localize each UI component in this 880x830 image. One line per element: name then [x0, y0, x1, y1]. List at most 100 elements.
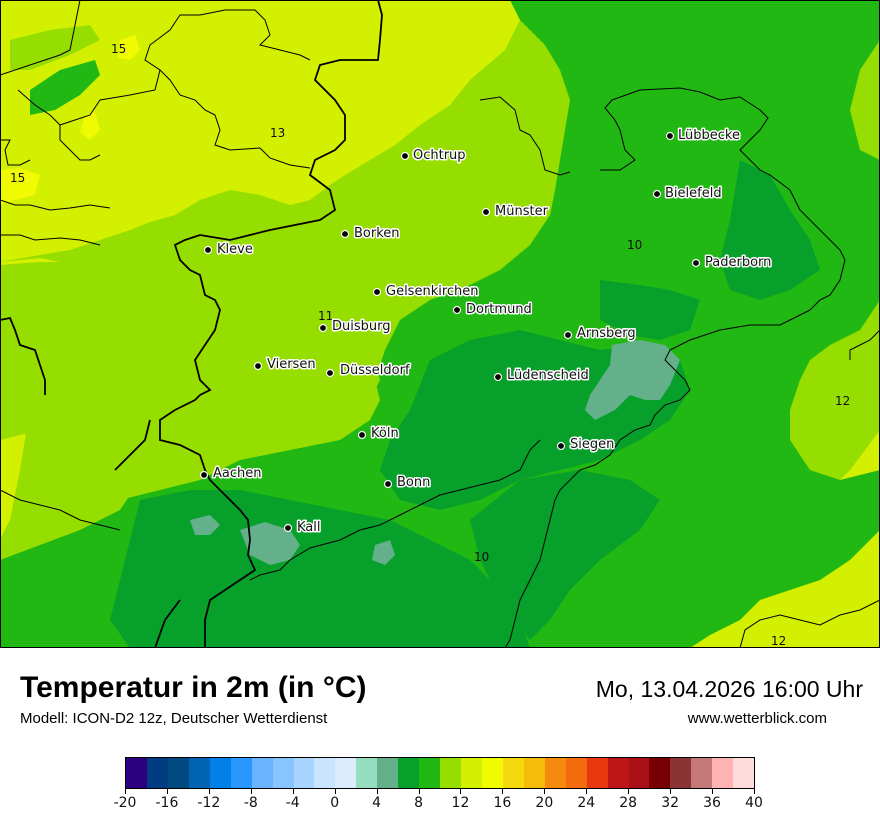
valid-datetime: Mo, 13.04.2026 16:00 Uhr — [595, 676, 863, 702]
colorbar-segment — [146, 758, 168, 788]
state-border — [0, 0, 880, 648]
colorbar-tick — [670, 789, 672, 794]
city-dot-icon — [556, 441, 566, 451]
colorbar-tick-label: 16 — [493, 795, 512, 811]
colorbar-tick — [250, 789, 252, 794]
city-duisburg: Duisburg — [318, 318, 392, 336]
svg-text:Ochtrup: Ochtrup — [413, 148, 466, 163]
city-dot-icon — [691, 258, 701, 268]
colorbar-tick-label: 8 — [414, 795, 423, 811]
chart-title: Temperatur in 2m (in °C) — [20, 671, 367, 704]
colorbar-tick — [208, 789, 210, 794]
colorbar-tick — [544, 789, 546, 794]
svg-text:Duisburg: Duisburg — [332, 319, 391, 334]
city-dot-icon — [253, 361, 263, 371]
city-luedenscheid: Lüdenscheid — [493, 367, 590, 385]
city-dot-icon — [325, 368, 335, 378]
colorbar-segment — [398, 758, 420, 788]
isoline-labels: 15 15 13 11 10 12 10 12 — [10, 42, 850, 648]
colorbar-tick-label: -4 — [285, 795, 300, 811]
colorbar-segment — [481, 758, 503, 788]
svg-text:Lüdenscheid: Lüdenscheid — [507, 368, 589, 383]
city-dot-icon — [400, 151, 410, 161]
svg-text:Kleve: Kleve — [217, 242, 253, 257]
colorbar-segment — [126, 758, 147, 788]
city-koeln: Köln — [357, 425, 400, 443]
colorbar-tick-label: 24 — [577, 795, 596, 811]
colorbar-segment — [586, 758, 608, 788]
svg-text:Dortmund: Dortmund — [466, 302, 532, 317]
svg-text:Münster: Münster — [495, 204, 549, 219]
colorbar-tick-label: 28 — [619, 795, 638, 811]
colorbar-segment — [230, 758, 252, 788]
isoline-label: 15 — [10, 171, 25, 185]
city-dot-icon — [563, 330, 573, 340]
city-dot-icon — [665, 131, 675, 141]
colorbar-tick-label: 32 — [661, 795, 680, 811]
svg-text:Gelsenkirchen: Gelsenkirchen — [386, 284, 479, 299]
colorbar-tick-label: -12 — [197, 795, 221, 811]
colorbar-tick — [166, 789, 168, 794]
colorbar-segment — [565, 758, 587, 788]
city-dot-icon — [357, 430, 367, 440]
colorbar-tick — [292, 789, 294, 794]
colorbar-segment — [649, 758, 671, 788]
city-dot-icon — [481, 207, 491, 217]
svg-text:Siegen: Siegen — [570, 437, 614, 452]
colorbar-segment — [419, 758, 441, 788]
colorbar-tick — [712, 789, 714, 794]
colorbar-tick — [460, 789, 462, 794]
city-dot-icon — [652, 189, 662, 199]
city-dortmund: Dortmund — [452, 301, 533, 319]
colorbar-legend — [125, 757, 755, 789]
colorbar-tick — [125, 789, 126, 794]
colorbar-segment — [544, 758, 566, 788]
city-kleve: Kleve — [203, 241, 254, 259]
svg-text:Viersen: Viersen — [267, 357, 316, 372]
colorbar-segment — [440, 758, 461, 788]
colorbar-segment — [356, 758, 378, 788]
city-dot-icon — [199, 470, 209, 480]
svg-text:Lübbecke: Lübbecke — [678, 128, 740, 143]
colorbar-segment — [670, 758, 692, 788]
colorbar-segment — [377, 758, 399, 788]
svg-text:Köln: Köln — [371, 426, 399, 441]
svg-text:Aachen: Aachen — [213, 466, 261, 481]
city-gelsenkirchen: Gelsenkirchen — [372, 283, 480, 301]
city-dot-icon — [452, 305, 462, 315]
colorbar-tick — [418, 789, 420, 794]
colorbar-segment — [628, 758, 650, 788]
city-muenster: Münster — [481, 203, 550, 221]
colorbar-segment — [272, 758, 294, 788]
city-dot-icon — [318, 323, 328, 333]
colorbar-segment — [209, 758, 231, 788]
colorbar-segment — [314, 758, 336, 788]
colorbar-tick — [334, 789, 336, 794]
svg-text:Arnsberg: Arnsberg — [577, 326, 636, 341]
city-bielefeld: Bielefeld — [652, 185, 723, 203]
isoline-label: 13 — [270, 126, 285, 140]
svg-text:Düsseldorf: Düsseldorf — [340, 363, 410, 378]
website-link[interactable]: www.wetterblick.com — [687, 710, 827, 727]
national-border — [0, 0, 383, 648]
isoline-label: 11 — [318, 309, 333, 323]
city-dot-icon — [372, 287, 382, 297]
colorbar-tick — [586, 789, 588, 794]
isoline-label: 12 — [835, 394, 850, 408]
colorbar-tick — [376, 789, 378, 794]
colorbar-segment — [188, 758, 210, 788]
colorbar-tick — [502, 789, 504, 794]
colorbar-segment — [461, 758, 482, 788]
city-bonn: Bonn — [383, 474, 432, 492]
colorbar-tick-label: -8 — [243, 795, 258, 811]
isoline-label: 15 — [111, 42, 126, 56]
isoline-label: 10 — [627, 238, 642, 252]
colorbar-tick-label: 36 — [703, 795, 721, 811]
svg-text:Kall: Kall — [297, 520, 321, 535]
city-aachen: Aachen — [199, 465, 263, 483]
colorbar-segment — [335, 758, 357, 788]
colorbar-segment — [167, 758, 189, 788]
model-info: Modell: ICON-D2 12z, Deutscher Wetterdie… — [20, 710, 328, 727]
colorbar-tick-label: 20 — [535, 795, 554, 811]
colorbar-tick — [754, 789, 755, 794]
